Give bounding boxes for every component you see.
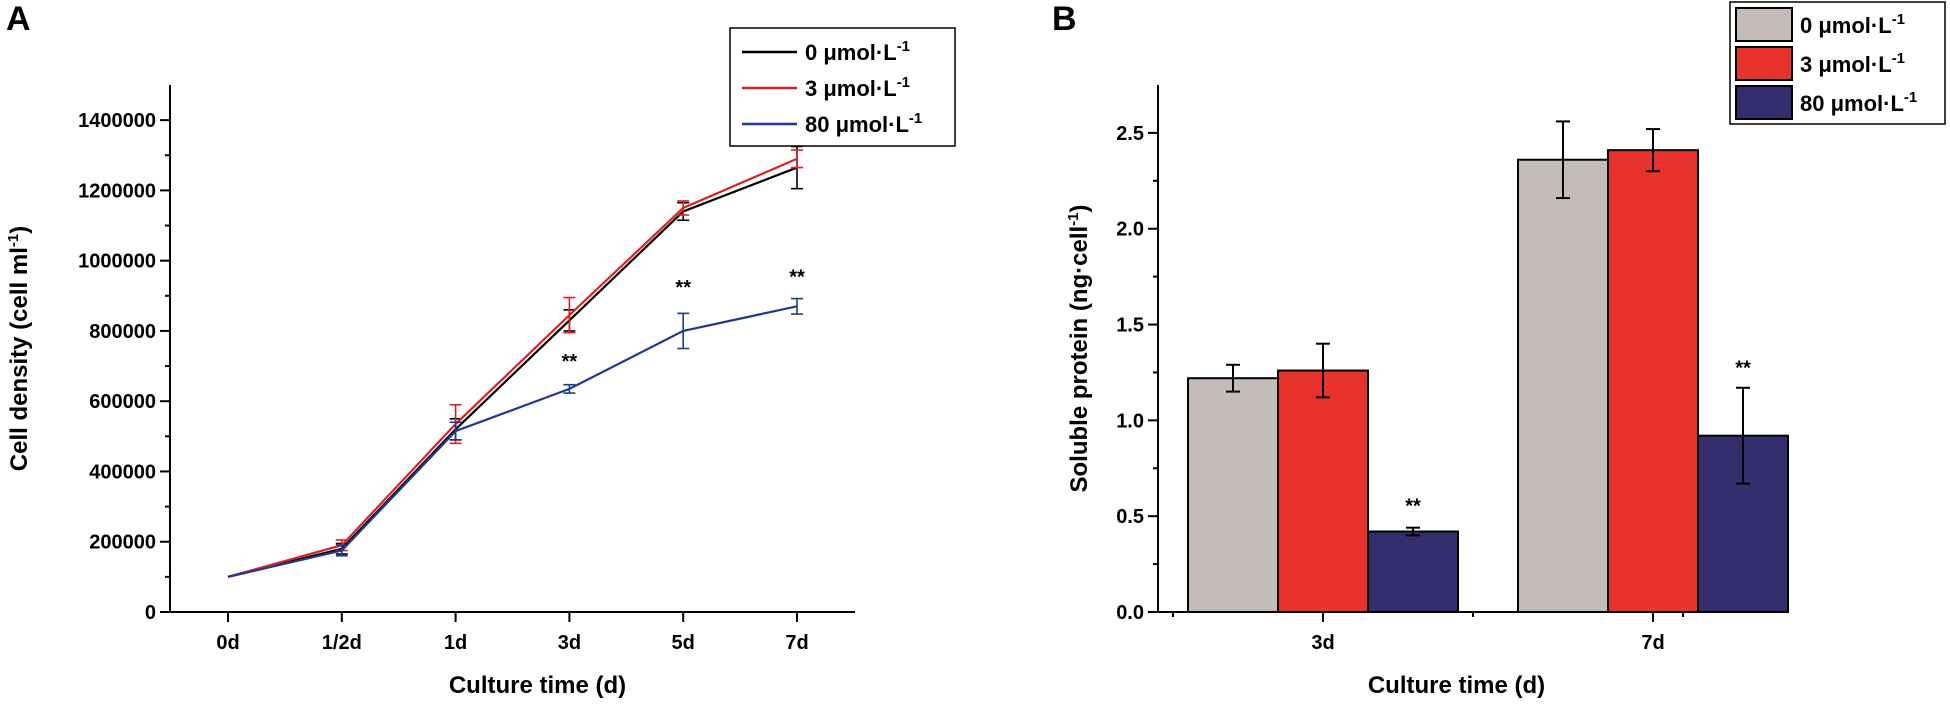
y-axis-title: Soluble protein (ng·cell-1) bbox=[1065, 204, 1093, 492]
legend-swatch bbox=[1735, 85, 1793, 120]
legend-label: 0 μmol·L-1 bbox=[805, 38, 910, 65]
panel-label: A bbox=[6, 0, 31, 38]
x-tick-label: 0d bbox=[216, 632, 239, 654]
significance-mark: ** bbox=[1405, 495, 1421, 517]
y-tick-label: 0.5 bbox=[1116, 506, 1144, 528]
series-line-0 bbox=[227, 166, 798, 578]
x-tick-label: 1d bbox=[444, 632, 467, 654]
significance-mark: ** bbox=[675, 277, 691, 299]
bar bbox=[1367, 530, 1459, 614]
bar bbox=[1517, 158, 1609, 613]
panel-a-line-chart: A 0 200000 400000 600000 800000 1000000 1200000… bbox=[5, 0, 956, 699]
y-tick-label: 1200000 bbox=[78, 180, 156, 202]
y-tick-label: 1400000 bbox=[78, 110, 156, 132]
y-tick-label: 2.0 bbox=[1116, 219, 1144, 241]
legend-label: 80 μmol·L-1 bbox=[1800, 89, 1917, 116]
y-tick-label: 2.5 bbox=[1116, 123, 1144, 145]
legend-label: 3 μmol·L-1 bbox=[805, 74, 910, 101]
y-tick-label: 1.0 bbox=[1116, 410, 1144, 432]
y-tick-label: 600000 bbox=[89, 391, 156, 413]
y-tick-label: 1000000 bbox=[78, 251, 156, 273]
x-tick-label: 1/2d bbox=[322, 632, 362, 654]
legend-label: 80 μmol·L-1 bbox=[805, 110, 922, 137]
series-line-1 bbox=[227, 157, 798, 578]
legend-swatch bbox=[1735, 7, 1793, 42]
panel-label: B bbox=[1052, 0, 1077, 38]
x-tick-label: 7d bbox=[785, 632, 808, 654]
x-tick-label: 7d bbox=[1641, 632, 1664, 654]
legend-swatch bbox=[1735, 46, 1793, 81]
x-tick-label: 3d bbox=[1311, 632, 1334, 654]
significance-mark: ** bbox=[1735, 357, 1751, 379]
y-tick-label: 1.5 bbox=[1116, 315, 1144, 337]
x-tick-label: 5d bbox=[672, 632, 695, 654]
bar bbox=[1187, 377, 1279, 613]
x-axis-title: Culture time (d) bbox=[449, 672, 626, 699]
y-axis-title: Cell density (cell ml-1) bbox=[5, 226, 33, 471]
panel-b-bar-chart: B 0.0 0.5 1.0 1.5 2.0 2.5 3d 7d Culture time (d) S… bbox=[1052, 0, 1946, 699]
x-axis-title: Culture time (d) bbox=[1368, 672, 1545, 699]
x-tick-label: 3d bbox=[558, 632, 581, 654]
significance-mark: ** bbox=[789, 267, 805, 289]
y-tick-label: 800000 bbox=[89, 321, 156, 343]
legend-label: 0 μmol·L-1 bbox=[1800, 11, 1905, 38]
bar bbox=[1607, 149, 1699, 613]
y-tick-label: 0.0 bbox=[1116, 602, 1144, 624]
y-tick-label: 0 bbox=[145, 602, 156, 624]
legend: 0 μmol·L-1 3 μmol·L-1 80 μmol·L-1 bbox=[729, 27, 956, 147]
series-line-2 bbox=[227, 305, 798, 578]
y-tick-label: 200000 bbox=[89, 532, 156, 554]
legend-label: 3 μmol·L-1 bbox=[1800, 50, 1905, 77]
y-tick-label: 400000 bbox=[89, 461, 156, 483]
bar bbox=[1277, 369, 1369, 613]
significance-mark: ** bbox=[562, 351, 578, 373]
legend: 0 μmol·L-1 3 μmol·L-1 80 μmol·L-1 bbox=[1729, 1, 1946, 125]
